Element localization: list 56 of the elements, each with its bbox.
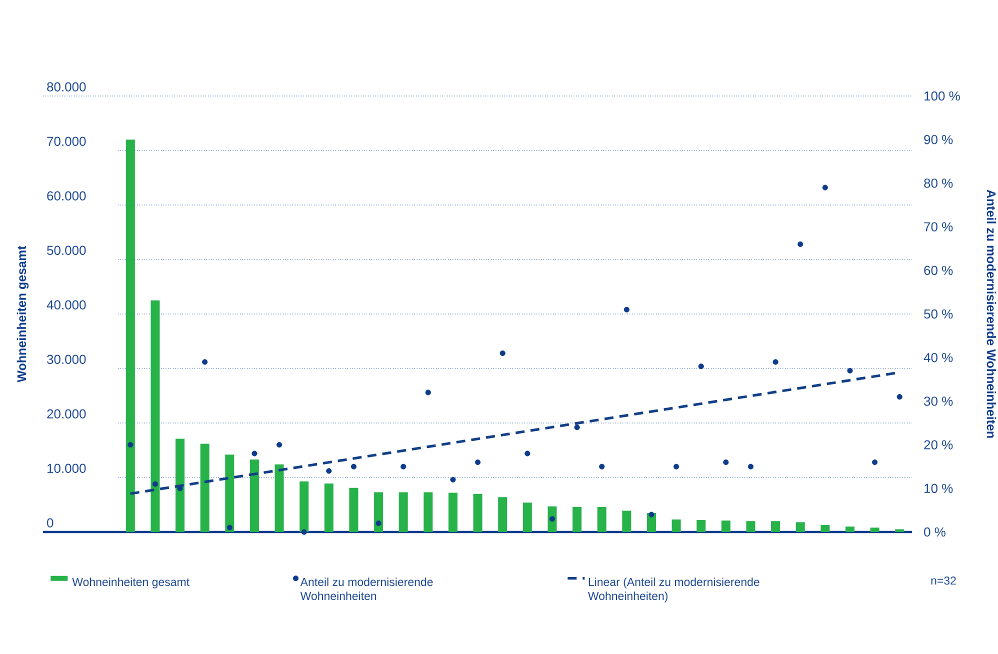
point [500, 350, 506, 356]
point [673, 464, 680, 470]
y-tick-label: 60.000 [47, 191, 86, 200]
legend-label: Linear (Anteil zu modernisierende Wohneinheiten) [588, 578, 760, 602]
point [276, 442, 282, 448]
y-tick-label: 40.000 [46, 300, 86, 310]
point [748, 464, 754, 470]
point [772, 359, 778, 365]
y2-tick-label: 10 % [924, 484, 953, 493]
y-tick-label: 30.000 [47, 354, 86, 364]
y2-tick-label: 80 % [924, 178, 953, 188]
y2-tick-label: 30 % [924, 396, 953, 406]
point [524, 450, 530, 456]
y-tick-label: 10.000 [48, 464, 86, 473]
point [723, 459, 729, 466]
point [648, 512, 654, 518]
y-tick-label: 80.000 [47, 82, 86, 92]
legend-label: Wohneinheiten gesamt [72, 578, 190, 588]
point [574, 424, 580, 430]
y2-tick-label: 90 % [924, 134, 953, 144]
point [252, 450, 258, 456]
y-tick-label: 0 [47, 518, 54, 528]
point [350, 464, 357, 470]
point [822, 184, 828, 190]
y2-tick-label: 100 % [924, 91, 960, 101]
point [599, 464, 605, 470]
y2-tick-label: 70 % [924, 222, 953, 232]
legend-label: Anteil zu modernisierende Wohneinheiten [300, 578, 433, 600]
y2-tick-label: 50 % [924, 309, 953, 319]
y-tick-label: 70.000 [47, 136, 86, 146]
y2-tick-label: 20 % [924, 440, 953, 450]
point [798, 241, 804, 248]
point [425, 390, 431, 396]
point [847, 368, 853, 374]
point [474, 459, 481, 466]
point [872, 459, 878, 466]
y-axis-title: Wohneinheiten gesamt [16, 246, 29, 382]
point [450, 476, 456, 482]
point [698, 364, 704, 370]
point [226, 524, 232, 530]
point [202, 359, 208, 365]
text: n=32 [931, 576, 956, 585]
y2-tick-label: 40 % [924, 352, 953, 362]
point [152, 481, 158, 487]
point [400, 464, 406, 470]
y2-tick-label: 0 % [924, 527, 946, 537]
y2-axis-title: Anteil zu modernisierende Wohneinheiten [986, 190, 996, 438]
point [128, 442, 134, 448]
y-tick-label: 20.000 [47, 409, 86, 418]
point [896, 394, 902, 400]
y-tick-label: 50.000 [47, 246, 86, 255]
point [326, 468, 332, 474]
point [301, 529, 307, 535]
y2-tick-label: 60 % [924, 266, 953, 275]
point [624, 306, 630, 312]
point [376, 520, 382, 526]
